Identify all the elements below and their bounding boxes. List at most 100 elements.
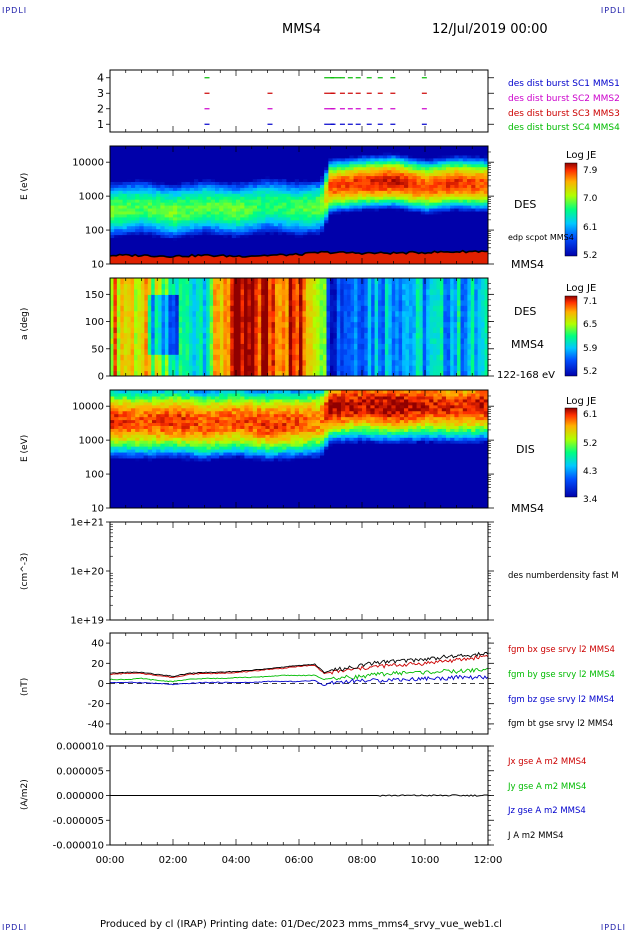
des-energy-cell: [206, 225, 212, 230]
des-energy-cell: [404, 216, 409, 221]
des-energy-cell: [399, 243, 405, 247]
des-energy-cell: [299, 190, 304, 194]
des-energy-cell: [345, 205, 350, 209]
des-energy-cell: [269, 178, 275, 182]
des-energy-cell: [269, 146, 275, 150]
des-energy-cell: [387, 181, 392, 185]
des-energy-cell: [353, 181, 359, 185]
des-energy-cell: [446, 240, 451, 244]
des-energy-cell: [433, 228, 439, 233]
des-energy-cell: [387, 246, 392, 250]
des-pitch-cell: [244, 365, 249, 372]
des-pitch-cell: [292, 316, 297, 323]
des-pitch-cell: [278, 294, 283, 301]
des-energy-cell: [194, 187, 199, 191]
des-pitch-cell: [285, 370, 290, 376]
des-pitch-cell: [168, 370, 173, 376]
des-energy-cell: [341, 222, 346, 227]
des-energy-cell: [320, 225, 325, 230]
des-energy-cell: [273, 222, 279, 227]
des-energy-cell: [458, 160, 464, 165]
des-energy-cell: [206, 231, 212, 236]
des-energy-cell: [479, 163, 485, 168]
des-pitch-cell: [154, 348, 159, 355]
des-pitch-cell: [333, 348, 338, 355]
des-pitch-cell: [154, 283, 159, 290]
des-pitch-cell: [305, 365, 310, 372]
des-energy-cell: [471, 234, 476, 239]
des-energy-cell: [399, 246, 405, 250]
des-energy-cell: [118, 184, 124, 188]
des-energy-cell: [441, 228, 447, 233]
des-pitch-cell: [137, 327, 142, 334]
des-energy-cell: [467, 207, 472, 212]
des-energy-cell: [446, 187, 451, 191]
des-energy-cell: [173, 219, 178, 224]
des-pitch-cell: [113, 316, 118, 323]
des-pitch-cell: [254, 370, 259, 376]
des-energy-cell: [244, 151, 250, 156]
des-energy-cell: [110, 166, 115, 171]
des-energy-cell: [311, 187, 317, 191]
des-energy-cell: [404, 184, 409, 188]
des-energy-cell: [248, 207, 254, 212]
des-energy-cell: [290, 249, 296, 253]
des-pitch-cell: [147, 316, 152, 323]
des-energy-cell: [269, 166, 275, 171]
des-energy-cell: [160, 231, 166, 236]
des-energy-cell: [206, 202, 212, 206]
des-energy-cell: [269, 154, 275, 159]
des-energy-cell: [189, 205, 195, 209]
des-energy-cell: [408, 184, 413, 188]
des-energy-cell: [462, 234, 468, 239]
des-energy-cell: [110, 184, 115, 188]
des-energy-cell: [227, 219, 233, 224]
des-energy-cell: [215, 172, 220, 177]
des-pitch-cell: [247, 354, 252, 361]
des-energy-cell: [332, 243, 338, 247]
des-pitch-cell: [161, 332, 166, 339]
des-energy-cell: [471, 151, 476, 156]
des-pitch-cell: [264, 348, 269, 355]
des-energy-cell: [467, 163, 472, 168]
des-energy-cell: [135, 190, 140, 194]
des-energy-cell: [336, 148, 342, 153]
des-pitch-cell: [268, 278, 273, 285]
des-energy-cell: [282, 207, 287, 212]
des-energy-cell: [223, 169, 229, 174]
des-energy-cell: [177, 169, 182, 174]
des-pitch-cell: [244, 283, 249, 290]
des-energy-cell: [290, 228, 296, 233]
des-energy-cell: [143, 231, 149, 236]
des-energy-cell: [425, 166, 430, 171]
des-pitch-cell: [261, 348, 266, 355]
des-pitch-cell: [302, 283, 307, 290]
des-energy-cell: [194, 151, 199, 156]
des-energy-cell: [240, 193, 245, 197]
des-energy-cell: [425, 187, 430, 191]
des-energy-cell: [429, 210, 434, 215]
des-energy-cell: [416, 202, 422, 206]
des-energy-cell: [429, 190, 434, 194]
des-energy-cell: [467, 216, 472, 221]
des-energy-cell: [177, 252, 182, 256]
des-energy-cell: [110, 187, 115, 191]
des-energy-cell: [345, 216, 350, 221]
des-energy-cell: [160, 202, 166, 206]
des-energy-cell: [189, 163, 195, 168]
des-energy-cell: [404, 213, 409, 218]
des-energy-cell: [450, 222, 455, 227]
des-energy-cell: [240, 219, 245, 224]
des-energy-cell: [156, 184, 161, 188]
des-energy-cell: [341, 193, 346, 197]
des-pitch-cell: [281, 283, 286, 290]
des-energy-cell: [156, 231, 161, 236]
des-energy-cell: [294, 210, 300, 215]
des-pitch-cell: [326, 299, 331, 306]
des-pitch-cell: [326, 354, 331, 361]
des-energy-cell: [248, 146, 254, 150]
des-energy-cell: [433, 154, 439, 159]
des-energy-cell: [395, 169, 401, 174]
des-energy-cell: [399, 240, 405, 244]
des-pitch-cell: [161, 278, 166, 285]
